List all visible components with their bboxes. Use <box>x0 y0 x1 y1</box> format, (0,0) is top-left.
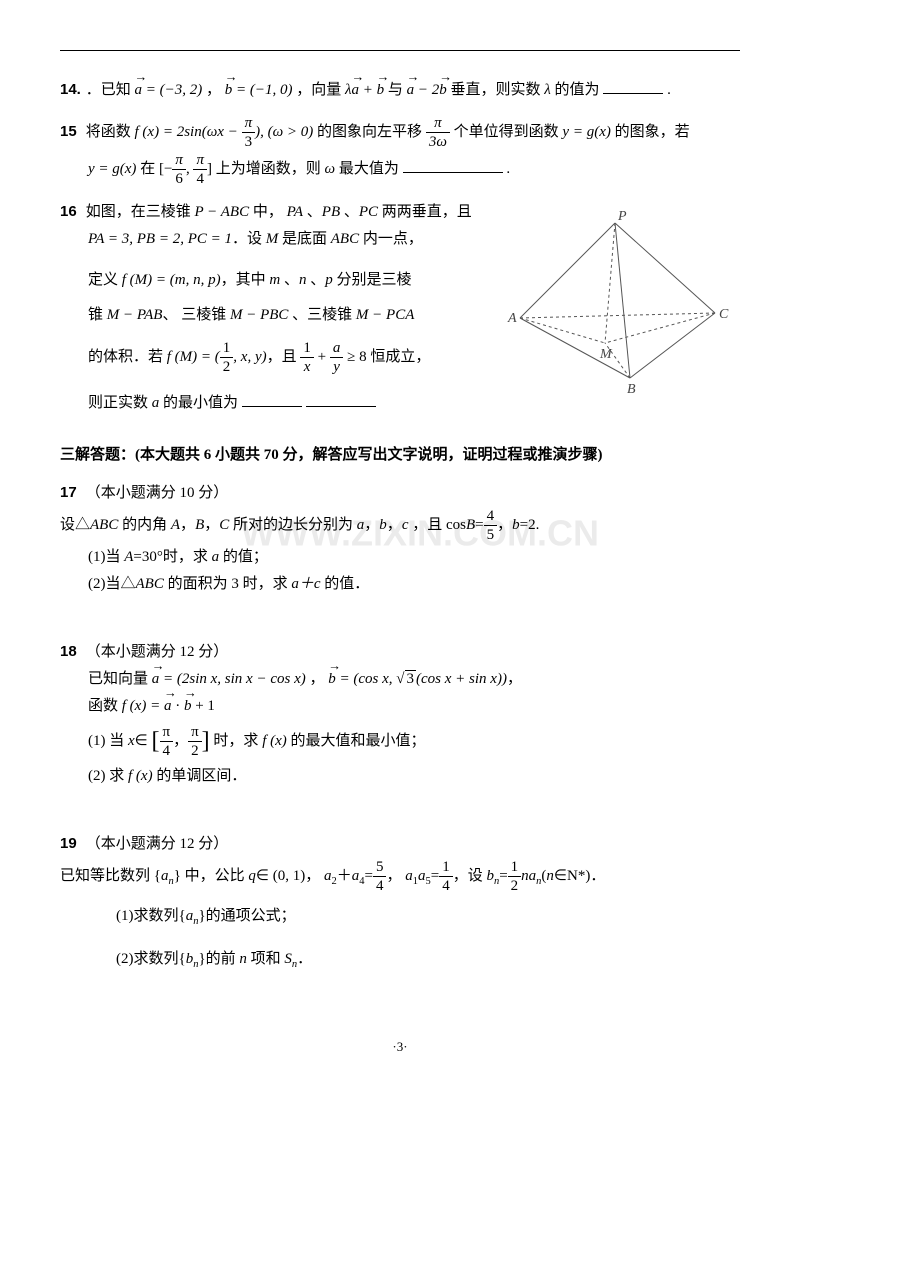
question-16: 16 如图，在三棱锥 P − ABC 中， PA 、PB 、PC 两两垂直，且 … <box>60 198 740 417</box>
svg-text:C: C <box>719 307 729 322</box>
svg-text:P: P <box>617 209 627 224</box>
question-17: WWW.ZIXIN.COM.CN 17 （本小题满分 10 分） 设△ABC 的… <box>60 479 740 598</box>
q17-number: 17 <box>60 479 82 506</box>
q16-blank-1 <box>242 391 302 407</box>
q19-number: 19 <box>60 830 82 857</box>
question-18: 18 （本小题满分 12 分） 已知向量 a = (2sin x, sin x … <box>60 638 740 790</box>
question-14: 14. ．已知 a = (−3, 2) ， b = (−1, 0) ，向量 λa… <box>60 76 740 104</box>
svg-text:B: B <box>627 382 636 397</box>
q14-number: 14. <box>60 76 82 103</box>
q16-figure: P A B C M <box>490 198 740 408</box>
svg-text:M: M <box>599 347 613 362</box>
q18-number: 18 <box>60 638 82 665</box>
section-3-title: 三解答题：(本大题共 6 小题共 70 分，解答应写出文字说明，证明过程或推演步… <box>60 442 740 469</box>
q14-text: ．已知 a = (−3, 2) ， b = (−1, 0) ，向量 λa + b… <box>86 82 671 98</box>
q15-blank <box>403 157 503 173</box>
q14-blank <box>603 78 663 94</box>
q15-number: 15 <box>60 118 82 145</box>
q16-blank-2 <box>306 391 376 407</box>
q16-number: 16 <box>60 198 82 225</box>
question-15: 15 将函数 f (x) = 2sin(ωx − π3), (ω > 0) 的图… <box>60 114 740 188</box>
page-number: ·3· <box>60 1035 740 1058</box>
top-rule <box>60 50 740 51</box>
svg-text:A: A <box>507 311 517 326</box>
question-19: 19 （本小题满分 12 分） 已知等比数列 {an} 中，公比 q∈ (0, … <box>60 830 740 975</box>
